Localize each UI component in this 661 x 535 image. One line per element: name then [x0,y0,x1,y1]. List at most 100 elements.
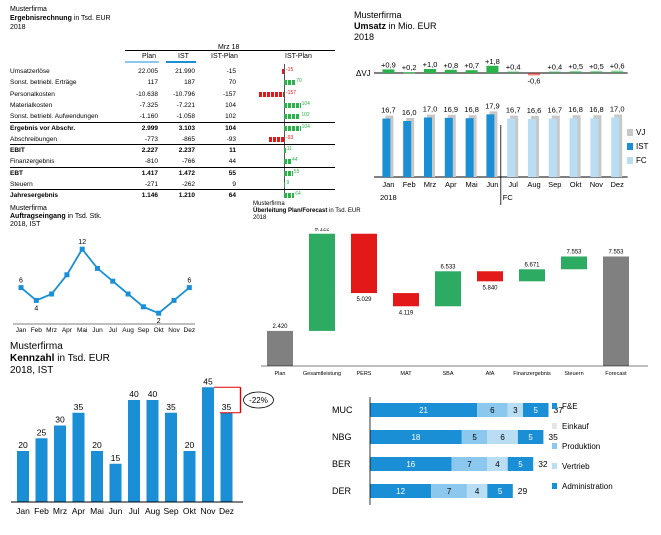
pl-variance-label: -15 [286,67,294,73]
stacked-segment [370,430,462,444]
pl-variance-bar [284,193,295,199]
pl-variance-bar [284,114,301,120]
umsatz-year-marker: 2018 [380,193,397,202]
umsatz-bar [403,121,412,177]
pl-row-diff: -157 [222,90,236,98]
umsatz-value-label: 16,7 [381,106,396,115]
kennzahl-month-label: Nov [200,506,216,516]
stacked-category-label: DER [332,486,352,496]
umsatz-legend-swatch [627,157,633,164]
pl-row: Jahresergebnis 1.146 1.210 64 [10,190,340,201]
umsatz-bar [486,114,495,177]
pl-variance-label: 9 [286,180,290,186]
waterfall-value-label: 6.533 [440,264,456,270]
pl-row-ist: -865 [181,135,195,143]
stacked-segment [431,484,467,498]
umsatz-bar [424,117,432,177]
waterfall-bar [603,256,629,366]
kennzahl-value-label: 15 [111,453,121,463]
pl-header-line [125,50,335,51]
pl-row-plan: 2.999 [141,124,158,132]
pl-row-ist: 187 [184,79,195,87]
pl-row-plan: -773 [144,135,158,143]
pl-period: Mrz 18 [218,44,240,51]
stacked-segment-label: 16 [406,460,415,469]
pl-row-ist: 2.237 [178,147,195,155]
pl-row: Materialkosten -7.325 -7.221 104 [10,100,340,111]
pl-variance-label: -93 [286,134,294,141]
stacked-legend-swatch [552,463,557,469]
pl-plan-underline [125,61,159,63]
auftrag-point-label: 2 [157,318,161,325]
stacked-segment-label: 4 [475,487,480,496]
pl-variance-label: 64 [295,191,301,198]
pl-row-label: Finanzergebnis [10,158,55,166]
umsatz-delta-label: +0,7 [464,61,479,70]
pl-variance-bar [284,170,293,176]
kennzahl-bar [91,451,103,502]
kennzahl-value-label: 40 [148,389,158,399]
umsatz-fc-marker: FC [503,193,514,202]
umsatz-title-line: Umsatz in Mio. EUR [354,21,437,31]
waterfall-category-label: Finanzergebnis [513,371,551,377]
kennzahl-value-label: 30 [55,415,65,425]
kennzahl-month-label: Jul [129,506,140,516]
pl-row-plan: 117 [147,79,158,87]
umsatz-chart: ΔVJ +0,9 +0,2 +1,0 +0,8 +0,7 +1,8 +0,4 -0,6 +0,4 +… [356,57,649,205]
kennzahl-month-label: Aug [145,506,160,516]
pl-ist-underline [166,61,196,63]
pl-variance-bar [284,125,301,131]
auftrag-point [186,285,192,291]
umsatz-bar [528,118,536,177]
umsatz-bar [444,117,453,177]
stacked-legend-label: Administration [562,482,613,491]
pl-row-diff: -93 [226,135,236,143]
pl-variance-label: 55 [293,168,300,175]
umsatz-delta-label: +0,6 [610,62,625,71]
wf-unit: in Tsd. EUR [327,208,361,214]
pl-title: Ergebnisrechnung [10,15,72,22]
pl-row-plan: -10.638 [135,90,158,98]
auftrag-point-label: 6 [187,278,191,285]
waterfall-bar [267,330,293,366]
umsatz-value-label: 16,7 [547,106,562,115]
umsatz-month-label: Sep [548,180,561,189]
wf-title-line: Überleitung Plan/Forecast in Tsd. EUR [253,208,361,214]
auftrag-point-label: 4 [34,305,38,312]
auftrag-chart: 6 Jan 4 Feb Mrz Apr 12 Mai Jun Jul Aug Sep 2 Okt Nov 6 D… [13,239,195,334]
wf-year: 2018 [253,215,267,221]
umsatz-delta-axis-label: ΔVJ [356,69,371,78]
umsatz-value-label: 17,0 [610,105,625,114]
kz-title: Kennzahl [10,353,55,364]
pl-row-diff: 70 [228,79,236,87]
pl-row-diff: -15 [226,68,236,75]
stacked-segment-label: 7 [467,460,472,469]
pl-variance-bar [284,102,301,108]
stacked-segment [370,403,478,417]
umsatz-bar [590,118,599,177]
auftrag-point [156,310,162,316]
pl-variance-label: -157 [286,89,297,96]
umsatz-legend-label: VJ [636,128,645,137]
auftrag-line [20,247,190,315]
auftrag-point [49,291,55,297]
waterfall-bar [561,256,587,270]
umsatz-company: Musterfirma [354,10,402,20]
umsatz-delta-label: +1,8 [485,57,500,66]
waterfall-bar [519,269,545,282]
umsatz-value-label: 16,7 [506,106,521,115]
pl-row-ist: 1.210 [178,192,195,200]
umsatz-month-label: Nov [590,180,604,189]
stacked-total-label: 29 [518,486,528,496]
pl-title-line: Ergebnisrechnung in Tsd. EUR [10,15,111,22]
umsatz-delta-label: +0,4 [547,62,562,71]
kennzahl-bar [146,400,159,502]
pl-row-label: Personalkosten [10,90,55,98]
pl-row-diff: 104 [225,101,236,109]
waterfall-category-label: MAT [400,371,412,377]
umsatz-bar [548,118,557,177]
umsatz-delta-bar [507,71,520,73]
umsatz-month-label: Mrz [424,180,437,189]
umsatz-bar [611,117,620,177]
